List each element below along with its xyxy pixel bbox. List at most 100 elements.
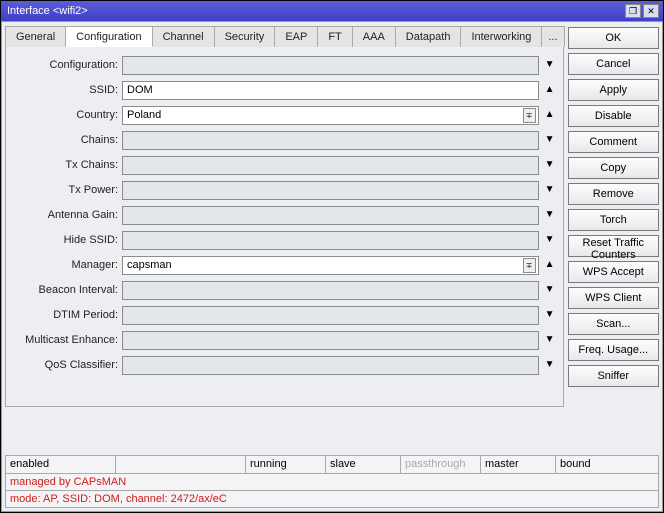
- label-dtim: DTIM Period:: [12, 309, 122, 321]
- trail-arrow-ssid[interactable]: ▲: [543, 83, 557, 97]
- tab-datapath[interactable]: Datapath: [395, 26, 462, 47]
- label-country: Country:: [12, 109, 122, 121]
- dropdown-arrow-manager[interactable]: ∓: [523, 258, 536, 273]
- label-manager: Manager:: [12, 259, 122, 271]
- tabbar: GeneralConfigurationChannelSecurityEAPFT…: [5, 25, 564, 47]
- label-antgain: Antenna Gain:: [12, 209, 122, 221]
- field-qos: [122, 356, 539, 375]
- status-cell-6: bound: [556, 456, 658, 473]
- trail-arrow-txchains[interactable]: ▼: [543, 158, 557, 172]
- field-configuration: [122, 56, 539, 75]
- status-cell-2: running: [246, 456, 326, 473]
- freq-button[interactable]: Freq. Usage...: [568, 339, 659, 361]
- reset-button[interactable]: Reset Traffic Counters: [568, 235, 659, 257]
- row-ssid: SSID: DOM ▲: [12, 78, 557, 102]
- trail-arrow-country[interactable]: ▲: [543, 108, 557, 122]
- trail-arrow-chains[interactable]: ▼: [543, 133, 557, 147]
- field-ssid[interactable]: DOM: [122, 81, 539, 100]
- row-beacon: Beacon Interval: ▼: [12, 278, 557, 302]
- row-txchains: Tx Chains: ▼: [12, 153, 557, 177]
- row-country: Country:Poland∓▲: [12, 103, 557, 127]
- row-antgain: Antenna Gain: ▼: [12, 203, 557, 227]
- torch-button[interactable]: Torch: [568, 209, 659, 231]
- tab-configuration[interactable]: Configuration: [65, 26, 152, 47]
- window-title: Interface <wifi2>: [7, 5, 625, 17]
- field-mcast: [122, 331, 539, 350]
- field-txpower: [122, 181, 539, 200]
- trail-arrow-mcast[interactable]: ▼: [543, 333, 557, 347]
- label-ssid: SSID:: [12, 84, 122, 96]
- row-hidessid: Hide SSID: ▼: [12, 228, 557, 252]
- tabs-panel: GeneralConfigurationChannelSecurityEAPFT…: [5, 25, 564, 407]
- label-beacon: Beacon Interval:: [12, 284, 122, 296]
- restore-button[interactable]: ❐: [625, 4, 641, 18]
- close-button[interactable]: ✕: [643, 4, 659, 18]
- field-txchains: [122, 156, 539, 175]
- trail-arrow-hidessid[interactable]: ▼: [543, 233, 557, 247]
- trail-arrow-txpower[interactable]: ▼: [543, 183, 557, 197]
- row-manager: Manager:capsman∓▲: [12, 253, 557, 277]
- trail-arrow-qos[interactable]: ▼: [543, 358, 557, 372]
- tab-page: Configuration:▼SSID:DOM▲Country:Poland∓▲…: [5, 47, 564, 407]
- comment-button[interactable]: Comment: [568, 131, 659, 153]
- button-column: OK Cancel Apply Disable Comment Copy Remove Tor…: [568, 25, 659, 407]
- sniffer-button[interactable]: Sniffer: [568, 365, 659, 387]
- trail-arrow-beacon[interactable]: ▼: [543, 283, 557, 297]
- value-ssid: DOM: [127, 84, 536, 96]
- spacer: [5, 407, 659, 453]
- copy-button[interactable]: Copy: [568, 157, 659, 179]
- label-mcast: Multicast Enhance:: [12, 334, 122, 346]
- tab-interworking[interactable]: Interworking: [460, 26, 542, 47]
- row-txpower: Tx Power: ▼: [12, 178, 557, 202]
- disable-button[interactable]: Disable: [568, 105, 659, 127]
- status-cell-1: [116, 456, 246, 473]
- row-chains: Chains: ▼: [12, 128, 557, 152]
- window-buttons: ❐ ✕: [625, 4, 659, 18]
- status-cell-4: passthrough: [401, 456, 481, 473]
- tab-aaa[interactable]: AAA: [352, 26, 396, 47]
- titlebar: Interface <wifi2> ❐ ✕: [1, 1, 663, 21]
- label-qos: QoS Classifier:: [12, 359, 122, 371]
- trail-arrow-antgain[interactable]: ▼: [543, 208, 557, 222]
- trail-arrow-configuration[interactable]: ▼: [543, 58, 557, 72]
- row-mcast: Multicast Enhance: ▼: [12, 328, 557, 352]
- status-cell-5: master: [481, 456, 556, 473]
- field-beacon: [122, 281, 539, 300]
- wpsclient-button[interactable]: WPS Client: [568, 287, 659, 309]
- value-manager: capsman: [127, 259, 521, 271]
- trail-arrow-dtim[interactable]: ▼: [543, 308, 557, 322]
- status-cell-3: slave: [326, 456, 401, 473]
- tab-channel[interactable]: Channel: [152, 26, 215, 47]
- label-txchains: Tx Chains:: [12, 159, 122, 171]
- tab-more[interactable]: ...: [541, 26, 564, 47]
- label-hidessid: Hide SSID:: [12, 234, 122, 246]
- scan-button[interactable]: Scan...: [568, 313, 659, 335]
- status-strip: enabled runningslavepassthroughmasterboun…: [5, 455, 659, 474]
- status-cell-0: enabled: [6, 456, 116, 473]
- value-country: Poland: [127, 109, 521, 121]
- remove-button[interactable]: Remove: [568, 183, 659, 205]
- row-qos: QoS Classifier: ▼: [12, 353, 557, 377]
- wpsaccept-button[interactable]: WPS Accept: [568, 261, 659, 283]
- label-configuration: Configuration:: [12, 59, 122, 71]
- field-antgain: [122, 206, 539, 225]
- tab-security[interactable]: Security: [214, 26, 276, 47]
- tab-ft[interactable]: FT: [317, 26, 352, 47]
- field-hidessid: [122, 231, 539, 250]
- content: GeneralConfigurationChannelSecurityEAPFT…: [1, 21, 663, 512]
- field-dtim: [122, 306, 539, 325]
- field-chains: [122, 131, 539, 150]
- tab-eap[interactable]: EAP: [274, 26, 318, 47]
- tab-general[interactable]: General: [5, 26, 66, 47]
- row-dtim: DTIM Period: ▼: [12, 303, 557, 327]
- info-line-2: mode: AP, SSID: DOM, channel: 2472/ax/eC: [5, 491, 659, 508]
- field-country[interactable]: Poland∓: [122, 106, 539, 125]
- trail-arrow-manager[interactable]: ▲: [543, 258, 557, 272]
- cancel-button[interactable]: Cancel: [568, 53, 659, 75]
- label-txpower: Tx Power:: [12, 184, 122, 196]
- field-manager[interactable]: capsman∓: [122, 256, 539, 275]
- ok-button[interactable]: OK: [568, 27, 659, 49]
- label-chains: Chains:: [12, 134, 122, 146]
- dropdown-arrow-country[interactable]: ∓: [523, 108, 536, 123]
- apply-button[interactable]: Apply: [568, 79, 659, 101]
